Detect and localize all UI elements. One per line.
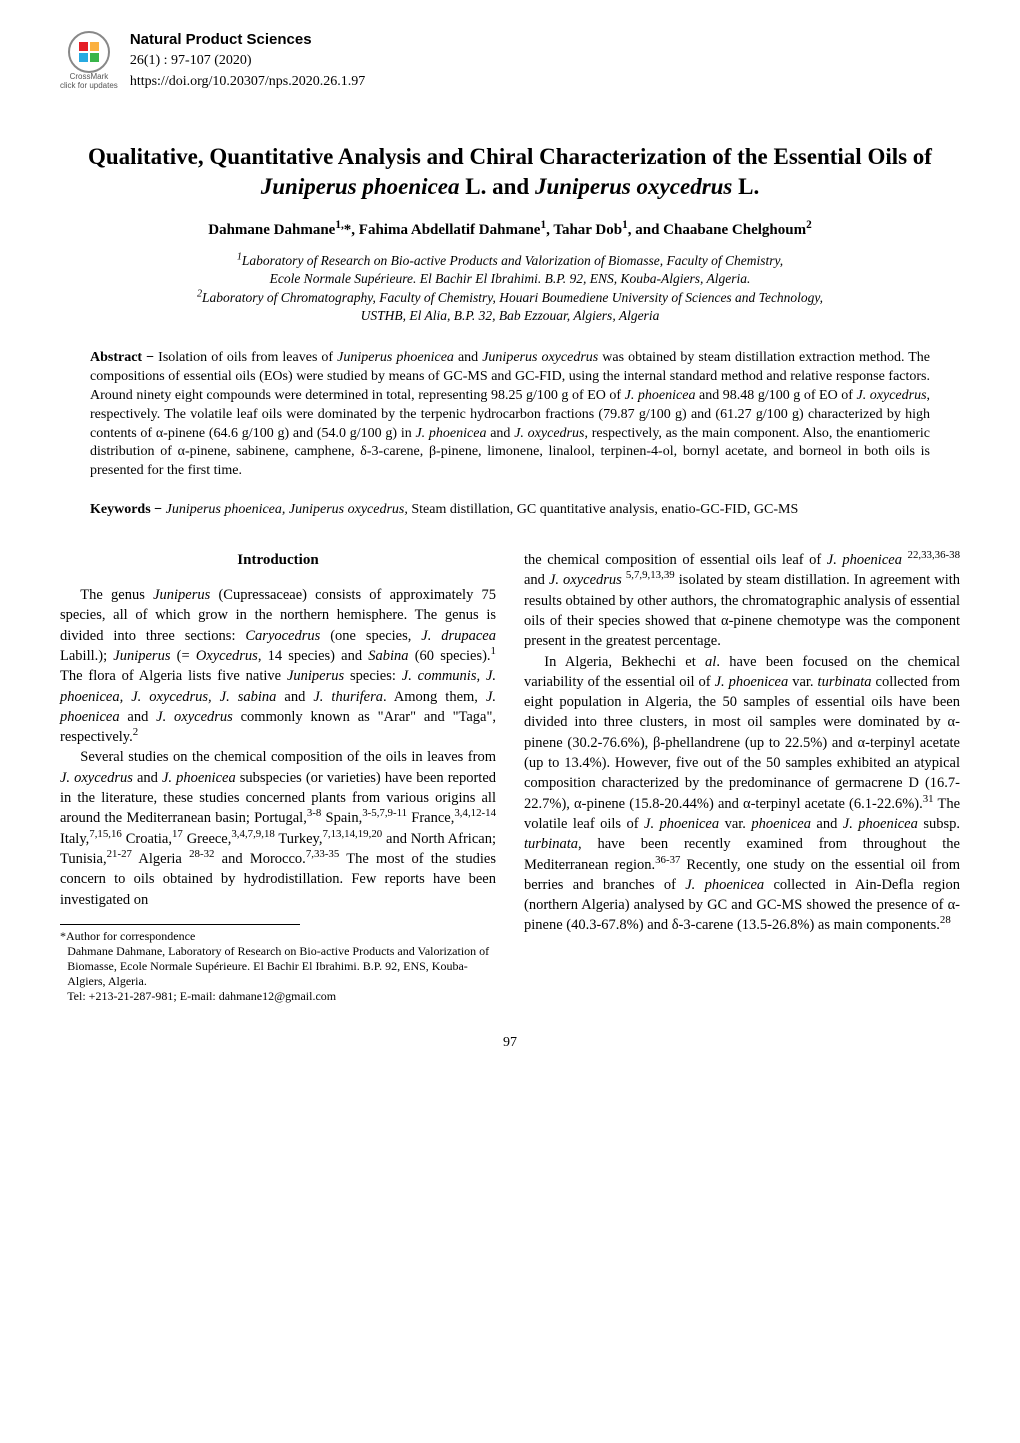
intro-para-3: the chemical composition of essential oi… bbox=[524, 550, 960, 651]
section-heading-introduction: Introduction bbox=[60, 550, 496, 571]
affiliations: 1Laboratory of Research on Bio-active Pr… bbox=[90, 252, 930, 325]
page-number: 97 bbox=[60, 1034, 960, 1053]
intro-para-4: In Algeria, Bekhechi et al. have been fo… bbox=[524, 652, 960, 936]
journal-header: CrossMark click for updates Natural Prod… bbox=[60, 30, 960, 92]
abstract: Abstract − Isolation of oils from leaves… bbox=[90, 349, 930, 481]
keywords: Keywords − Juniperus phoenicea, Juniperu… bbox=[90, 501, 930, 520]
body-columns: Introduction The genus Juniperus (Cupres… bbox=[60, 550, 960, 1004]
crossmark-sub: click for updates bbox=[60, 81, 118, 92]
left-column: Introduction The genus Juniperus (Cupres… bbox=[60, 550, 496, 1004]
journal-name: Natural Product Sciences bbox=[130, 30, 365, 50]
right-column: the chemical composition of essential oi… bbox=[524, 550, 960, 1004]
authors: Dahmane Dahmane1,*, Fahima Abdellatif Da… bbox=[60, 220, 960, 240]
journal-doi[interactable]: https://doi.org/10.20307/nps.2020.26.1.9… bbox=[130, 73, 365, 92]
abstract-label: Abstract − bbox=[90, 350, 154, 365]
journal-info: Natural Product Sciences 26(1) : 97-107 … bbox=[130, 30, 365, 92]
keywords-text: Juniperus phoenicea, Juniperus oxycedrus… bbox=[166, 502, 799, 517]
intro-para-1: The genus Juniperus (Cupressaceae) consi… bbox=[60, 585, 496, 747]
abstract-text: Isolation of oils from leaves of Juniper… bbox=[90, 350, 930, 478]
footnotes: *Author for correspondence Dahmane Dahma… bbox=[60, 929, 496, 1004]
footnote-correspondence: *Author for correspondence bbox=[60, 929, 496, 944]
article-title: Qualitative, Quantitative Analysis and C… bbox=[80, 142, 940, 202]
intro-para-2: Several studies on the chemical composit… bbox=[60, 747, 496, 909]
crossmark-icon bbox=[67, 30, 111, 74]
footnote-address: Dahmane Dahmane, Laboratory of Research … bbox=[60, 944, 496, 989]
keywords-label: Keywords − bbox=[90, 502, 162, 517]
journal-issue: 26(1) : 97-107 (2020) bbox=[130, 52, 365, 71]
footnote-rule bbox=[60, 924, 300, 925]
crossmark-badge[interactable]: CrossMark click for updates bbox=[60, 30, 118, 92]
footnote-contact: Tel: +213-21-287-981; E-mail: dahmane12@… bbox=[60, 989, 496, 1004]
